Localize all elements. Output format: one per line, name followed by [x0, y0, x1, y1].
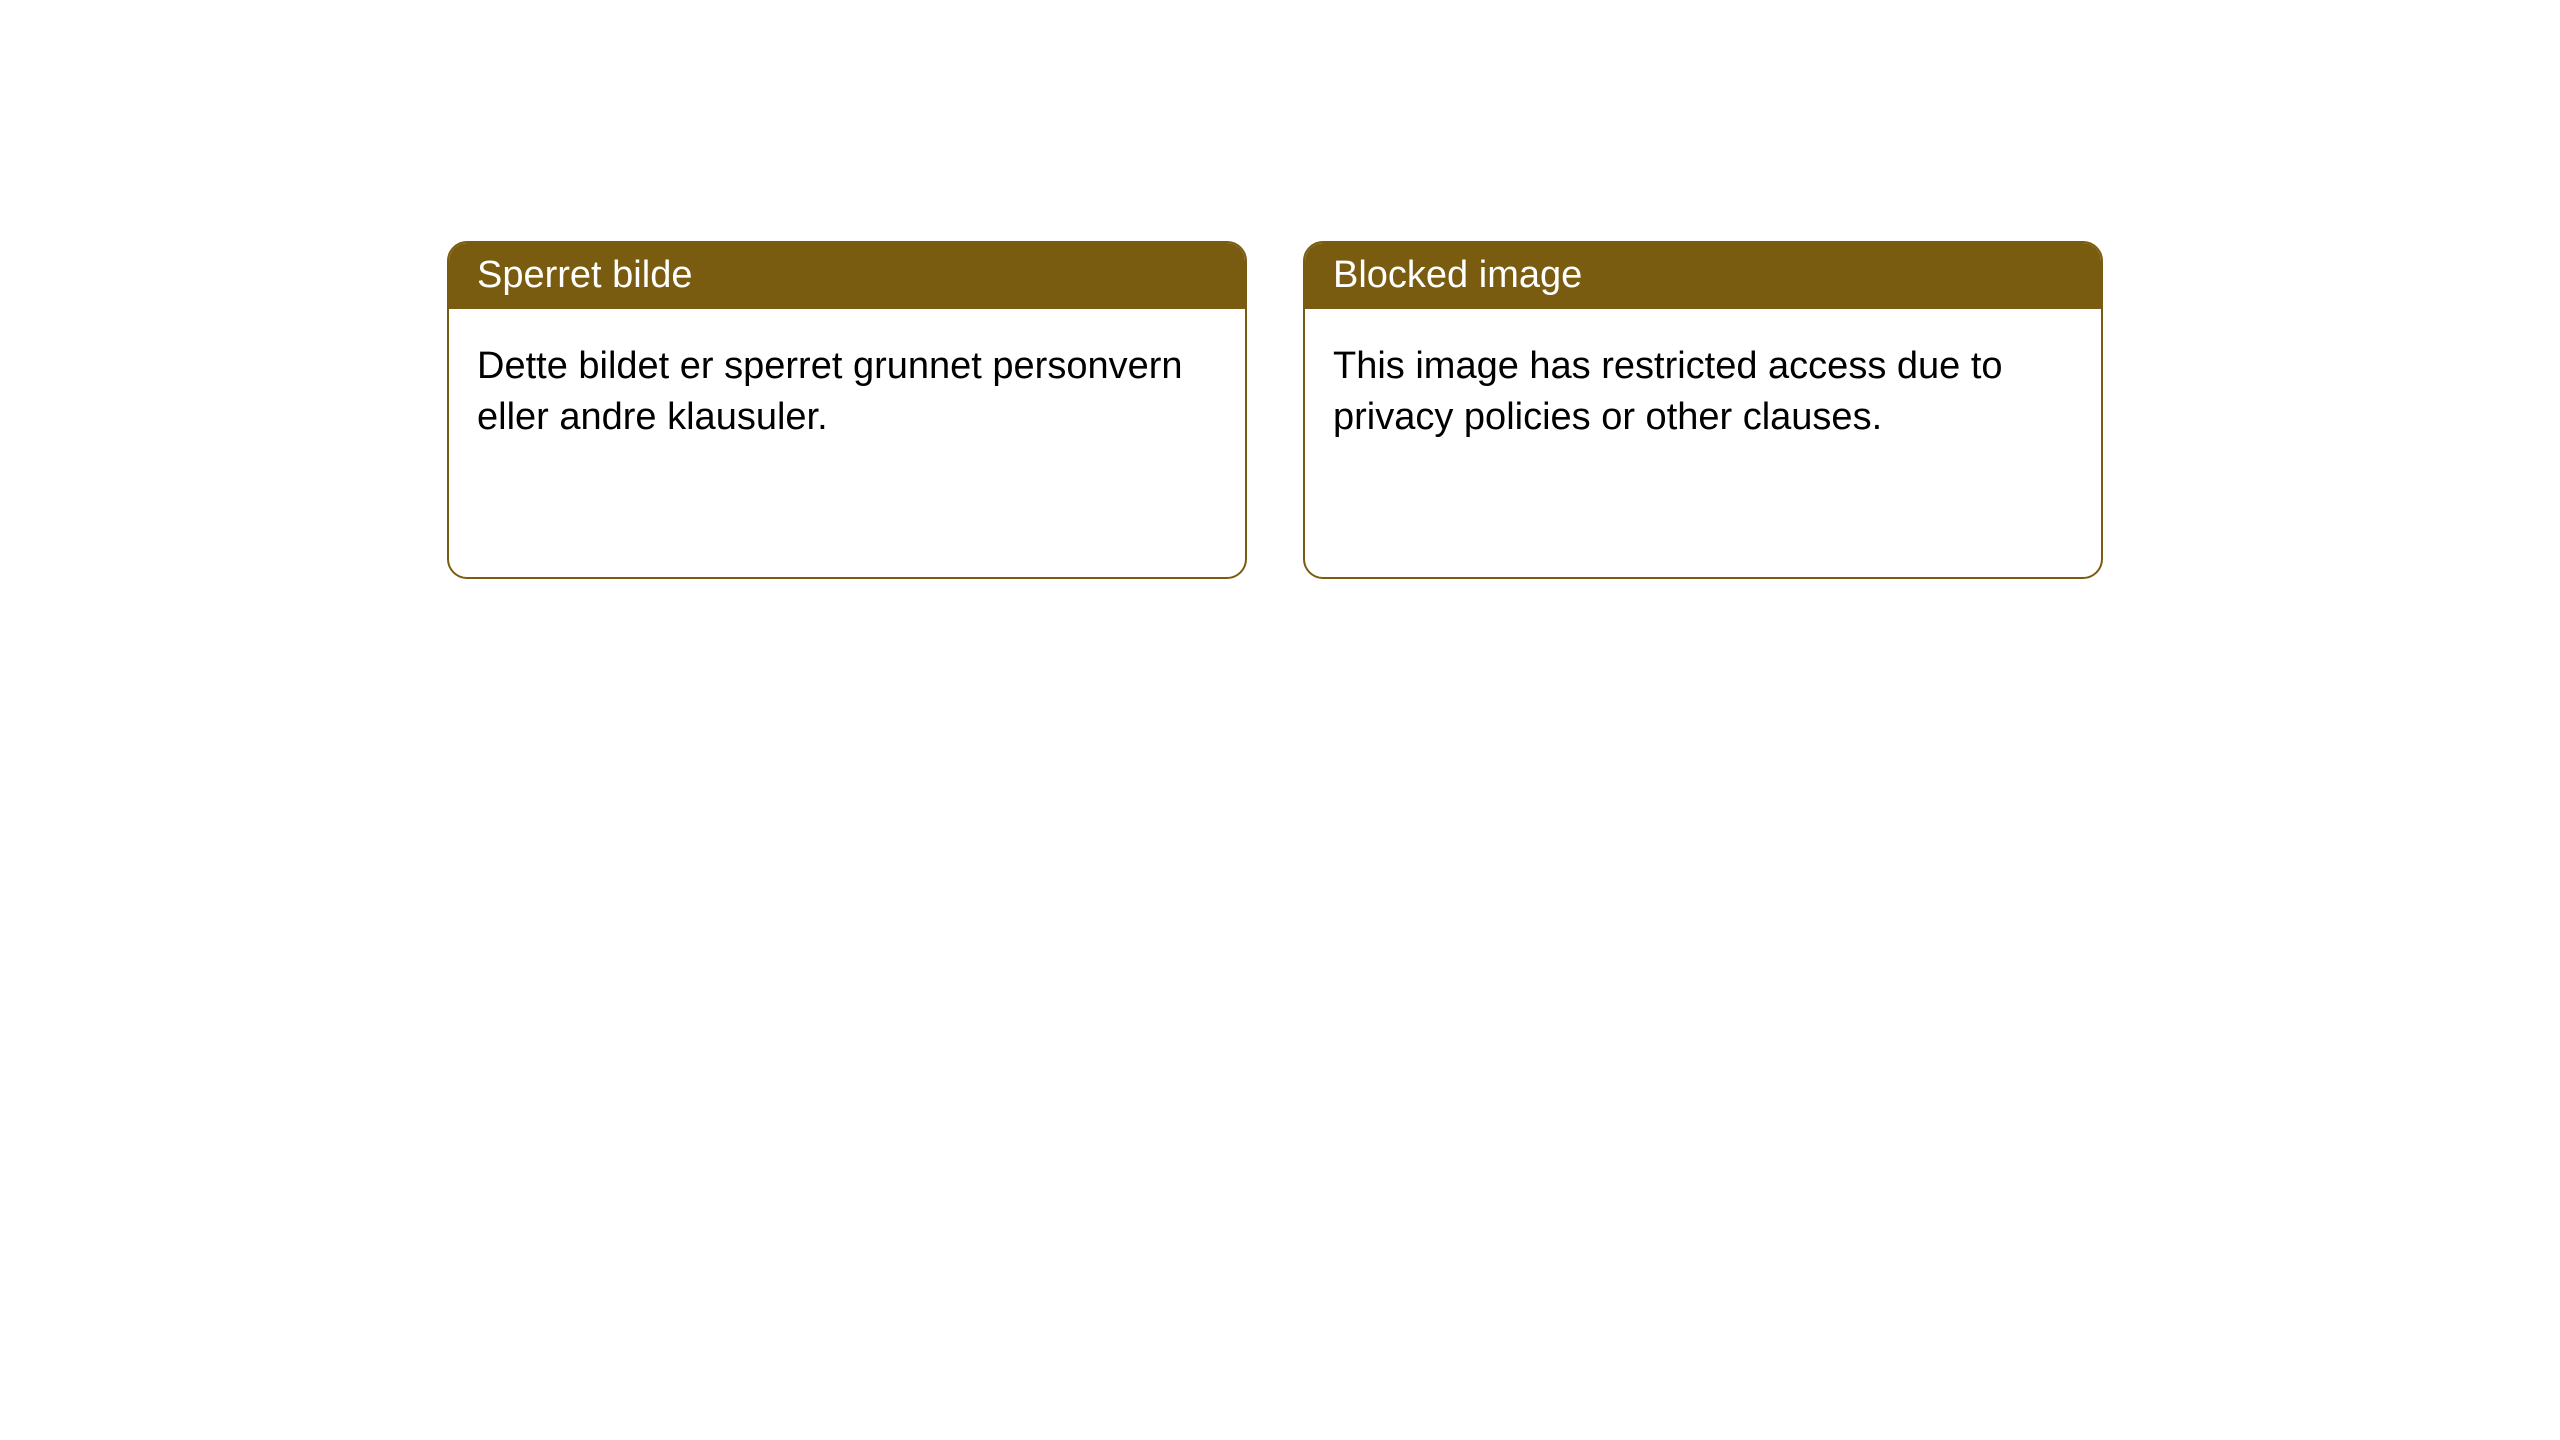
- notice-body-english: This image has restricted access due to …: [1305, 309, 2101, 476]
- notice-title-norwegian: Sperret bilde: [449, 243, 1245, 309]
- notice-card-norwegian: Sperret bilde Dette bildet er sperret gr…: [447, 241, 1247, 579]
- notice-body-norwegian: Dette bildet er sperret grunnet personve…: [449, 309, 1245, 476]
- notice-container: Sperret bilde Dette bildet er sperret gr…: [447, 241, 2103, 579]
- notice-card-english: Blocked image This image has restricted …: [1303, 241, 2103, 579]
- notice-title-english: Blocked image: [1305, 243, 2101, 309]
